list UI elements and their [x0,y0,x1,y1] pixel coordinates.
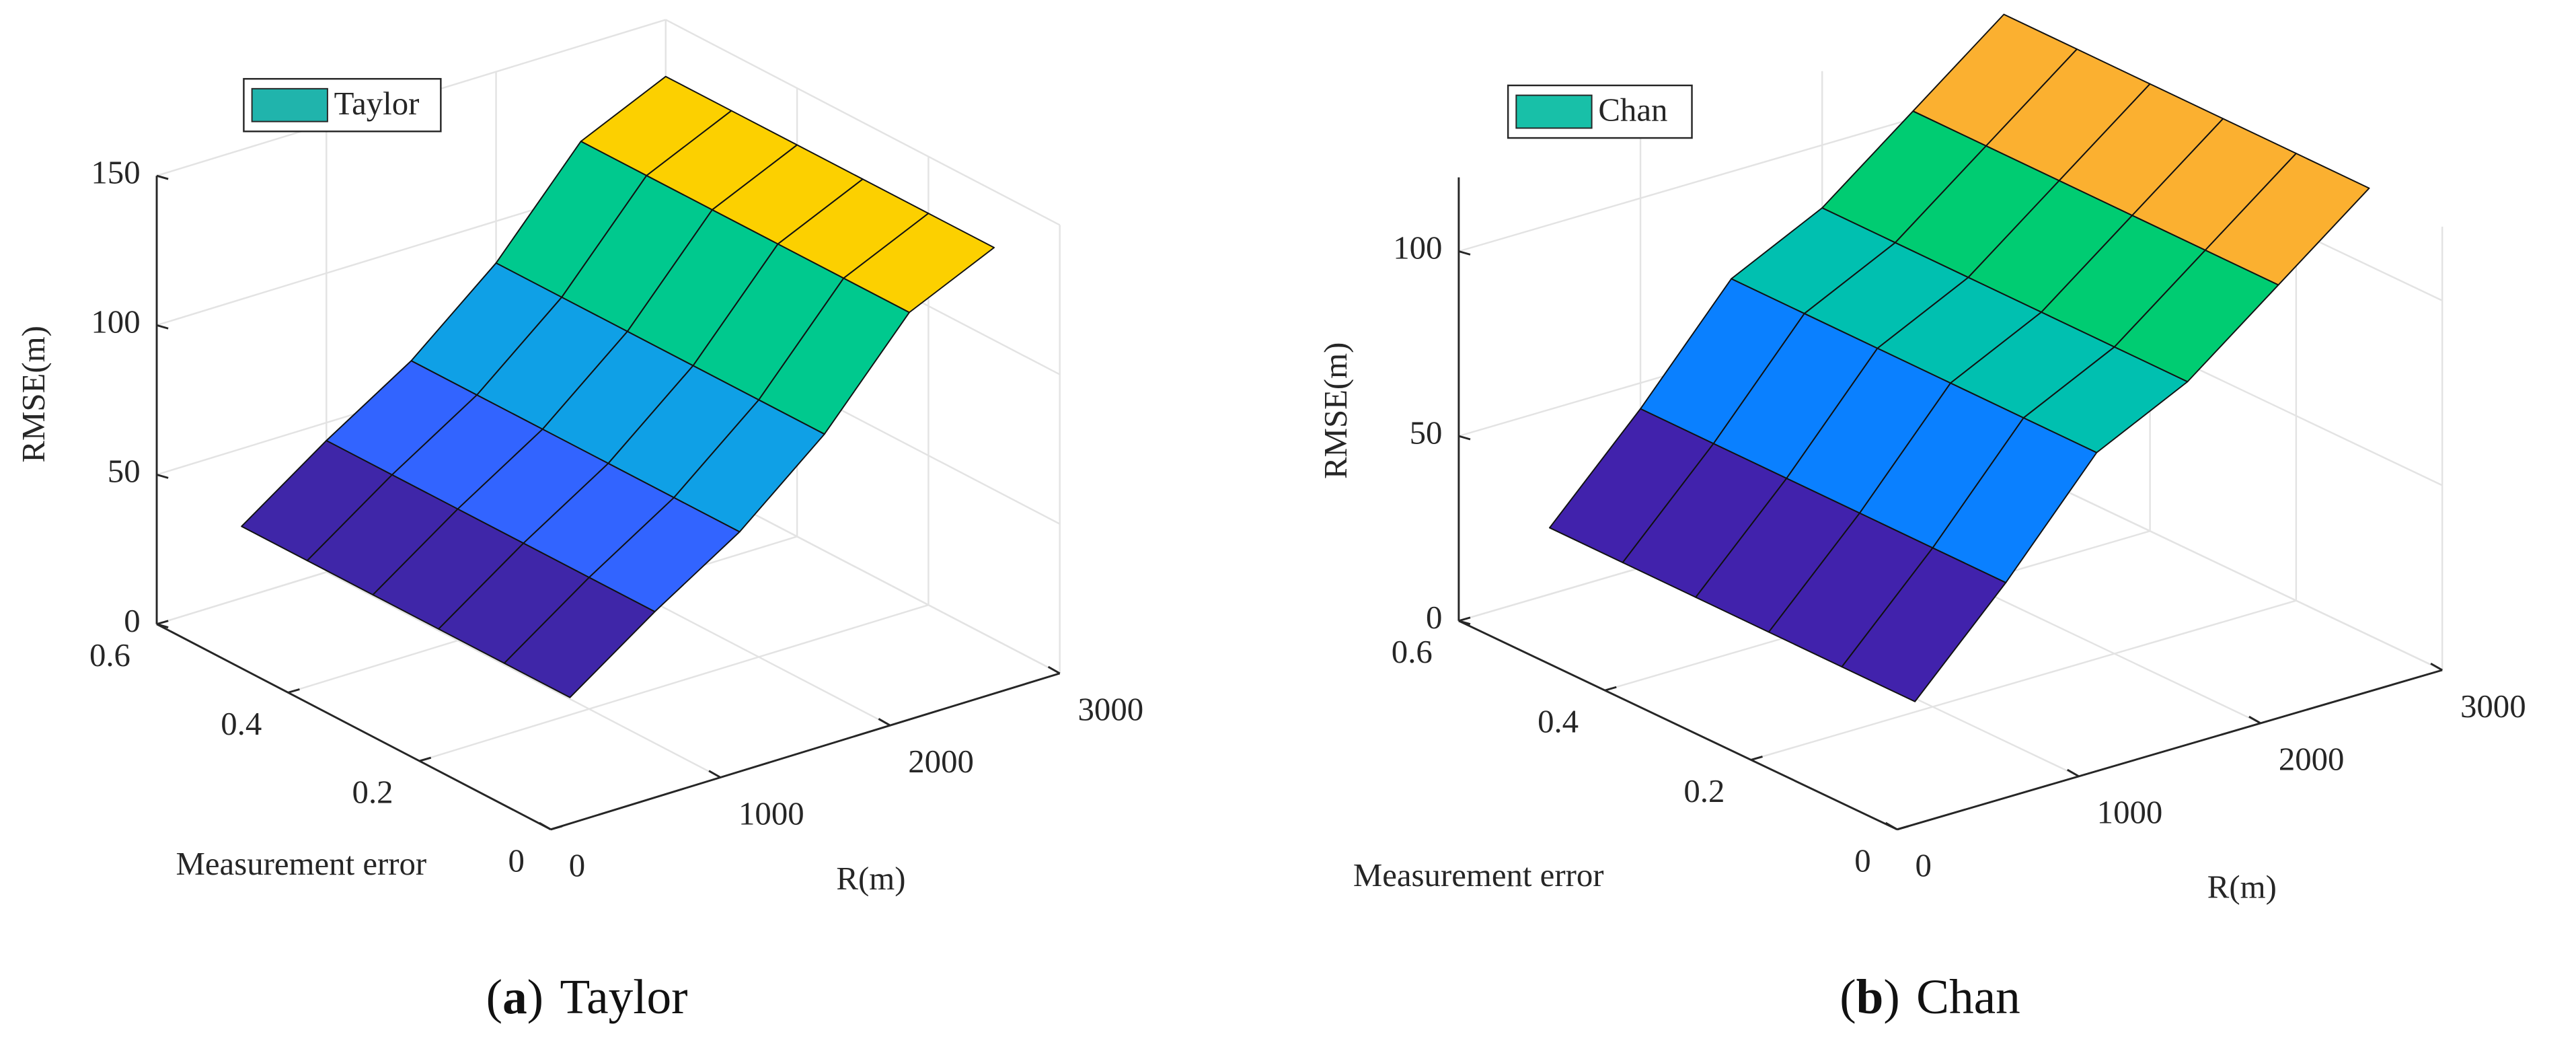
caption: (a) Taylor [486,969,688,1024]
tick-mark [1458,620,1471,626]
tick-mark [1897,825,1909,831]
grid-line [419,603,929,762]
x-tick-label: 3000 [1078,691,1144,728]
surface-cell [1841,547,2007,702]
tick-mark [878,718,891,727]
grid-line [2003,460,2443,671]
tick-mark [1751,756,1763,761]
y-axis-label: Measurement error [176,845,427,882]
y-axis-line [156,623,552,831]
x-tick-label: 0 [569,847,585,884]
surface-cell [503,577,656,698]
caption-part: ) [1883,969,1899,1024]
x-tick-label: 2000 [908,743,974,780]
tick-mark [1604,686,1617,692]
legend-swatch [251,87,328,122]
caption-part: ( [1840,969,1856,1024]
grid-line [665,19,1061,226]
z-tick-label: 0 [1426,599,1442,636]
z-axis-label: RMSE(m) [1317,342,1354,479]
z-tick-label: 150 [91,153,140,190]
tick-mark [156,324,169,330]
x-axis-label: R(m) [836,860,905,897]
y-tick-label: 0.6 [89,636,130,673]
x-axis-line [550,672,1061,831]
tick-mark [287,688,300,694]
z-tick-label: 100 [1393,229,1442,266]
x-axis-line [1897,669,2443,831]
tick-mark [419,756,432,762]
legend-label: Chan [1598,92,1667,129]
tick-mark [156,174,169,180]
z-tick-label: 50 [1410,414,1443,451]
caption-part: ) [527,969,543,1024]
tick-mark [1458,435,1471,441]
y-axis-line [1458,620,1898,831]
x-tick-label: 0 [1916,847,1932,884]
y-tick-label: 0.2 [352,774,393,811]
z-tick-label: 50 [108,453,141,490]
tick-mark [2067,768,2080,778]
x-tick-label: 3000 [2460,688,2526,725]
caption-part: Chan [1916,969,2020,1024]
x-tick-label: 1000 [738,795,804,832]
tick-mark [539,821,552,831]
tick-mark [1458,616,1471,622]
tick-mark [2430,662,2443,671]
x-tick-label: 1000 [2097,794,2163,831]
grid-line [326,571,721,778]
caption-part: Taylor [560,969,687,1024]
y-tick-label: 0 [1854,842,1870,879]
x-tick-label: 2000 [2279,741,2345,778]
y-tick-label: 0.4 [1538,703,1579,740]
y-tick-label: 0.4 [221,705,262,742]
tick-mark [1885,821,1898,831]
y-tick-label: 0 [508,842,524,879]
y-tick-label: 0.6 [1392,633,1433,670]
z-tick-label: 0 [124,602,140,639]
legend-swatch [1515,94,1593,129]
tick-mark [156,474,169,479]
caption-part: b [1856,969,1884,1024]
legend-label: Taylor [334,85,420,122]
tick-mark [156,623,169,628]
tick-mark [156,620,169,626]
z-axis-label: RMSE(m) [15,326,52,462]
z-tick-label: 100 [91,303,140,340]
grid-line [1751,599,2297,761]
tick-mark [550,825,563,831]
y-tick-label: 0.2 [1683,772,1725,809]
caption-part: a [502,969,527,1024]
caption: (b) Chan [1840,969,2020,1024]
tick-mark [2248,715,2261,725]
tick-mark [1458,250,1471,256]
tick-mark [708,770,721,778]
x-axis-label: R(m) [2207,868,2277,905]
tick-mark [1047,665,1061,675]
caption-part: ( [486,969,502,1024]
y-axis-label: Measurement error [1353,856,1604,893]
